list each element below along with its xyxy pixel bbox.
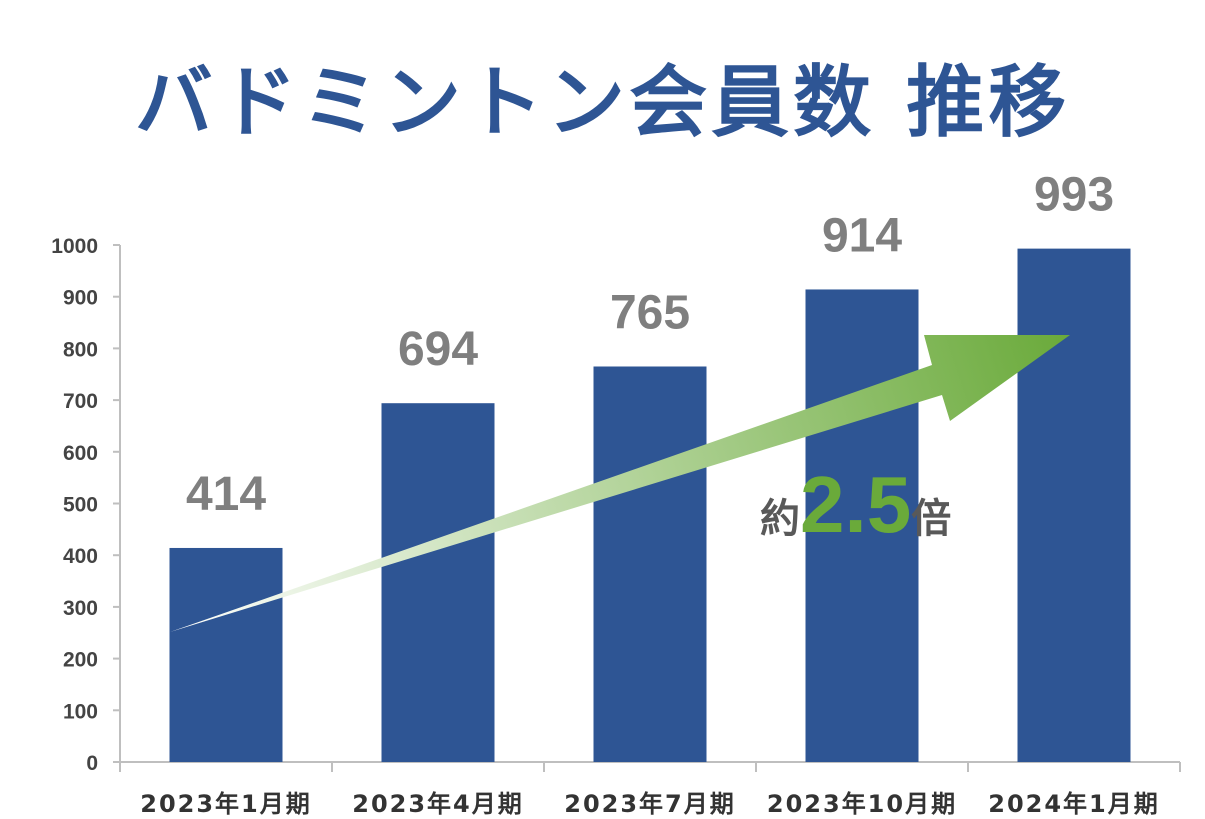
growth-annotation: 約2.5倍 xyxy=(760,460,951,549)
y-tick-label: 0 xyxy=(86,752,98,775)
x-tick-label: 2023年10月期 xyxy=(767,790,957,818)
data-label: 765 xyxy=(610,286,690,339)
annotation-suffix: 倍 xyxy=(911,496,951,542)
bar xyxy=(805,289,919,762)
annotation-value: 2.5 xyxy=(800,460,911,549)
chart-title: バドミントン会員数 推移 xyxy=(134,58,1071,148)
data-label: 914 xyxy=(822,209,902,262)
x-tick-label: 2023年7月期 xyxy=(564,790,736,818)
y-tick-label: 700 xyxy=(63,390,98,413)
bar xyxy=(1017,248,1131,762)
data-label: 993 xyxy=(1034,169,1114,222)
x-tick-label: 2024年1月期 xyxy=(988,790,1160,818)
annotation-prefix: 約 xyxy=(760,496,800,542)
y-tick-label: 500 xyxy=(63,494,98,517)
y-tick-label: 900 xyxy=(63,287,98,310)
y-tick-label: 800 xyxy=(63,338,98,361)
data-label: 694 xyxy=(398,323,478,376)
y-tick-label: 400 xyxy=(63,545,98,568)
growth-arrow xyxy=(170,335,1070,632)
y-tick-label: 600 xyxy=(63,442,98,465)
bar xyxy=(169,547,283,762)
y-tick-label: 300 xyxy=(63,597,98,620)
y-tick-label: 200 xyxy=(63,649,98,672)
data-label: 414 xyxy=(186,468,266,521)
bar xyxy=(593,366,707,762)
x-tick-label: 2023年4月期 xyxy=(352,790,524,818)
y-tick-label: 1000 xyxy=(51,235,98,258)
bar xyxy=(381,403,495,762)
x-tick-label: 2023年1月期 xyxy=(140,790,312,818)
y-tick-label: 100 xyxy=(63,700,98,723)
